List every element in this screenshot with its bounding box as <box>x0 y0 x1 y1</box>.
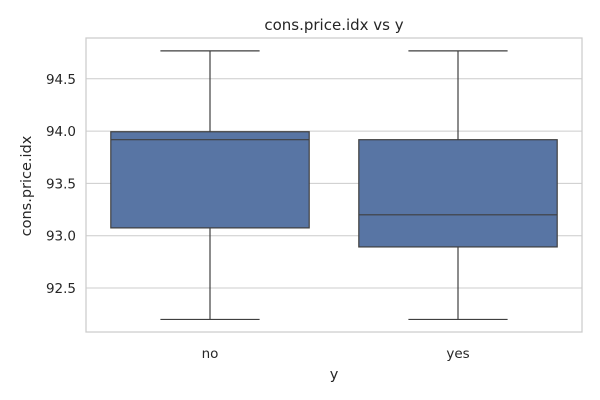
y-axis-ticks: 92.5 93.0 93.5 94.0 94.5 <box>46 72 76 297</box>
box-no <box>110 50 310 321</box>
box-yes <box>358 50 558 321</box>
y-tick-label: 92.5 <box>46 281 76 297</box>
plot-frame <box>85 37 583 333</box>
iqr-box <box>358 139 558 248</box>
y-tick-label: 93.0 <box>46 229 76 245</box>
iqr-box <box>110 131 310 229</box>
chart-title: cons.price.idx vs y <box>264 16 403 34</box>
y-tick-label: 94.5 <box>46 72 76 88</box>
x-tick-label: yes <box>446 346 469 362</box>
x-axis-label: y <box>330 367 339 383</box>
x-axis-ticks: no yes <box>202 346 470 362</box>
y-axis-label: cons.price.idx <box>19 135 35 236</box>
boxes <box>110 50 558 321</box>
y-tick-label: 93.5 <box>46 176 76 192</box>
y-tick-label: 94.0 <box>46 124 76 140</box>
x-tick-label: no <box>202 346 219 362</box>
